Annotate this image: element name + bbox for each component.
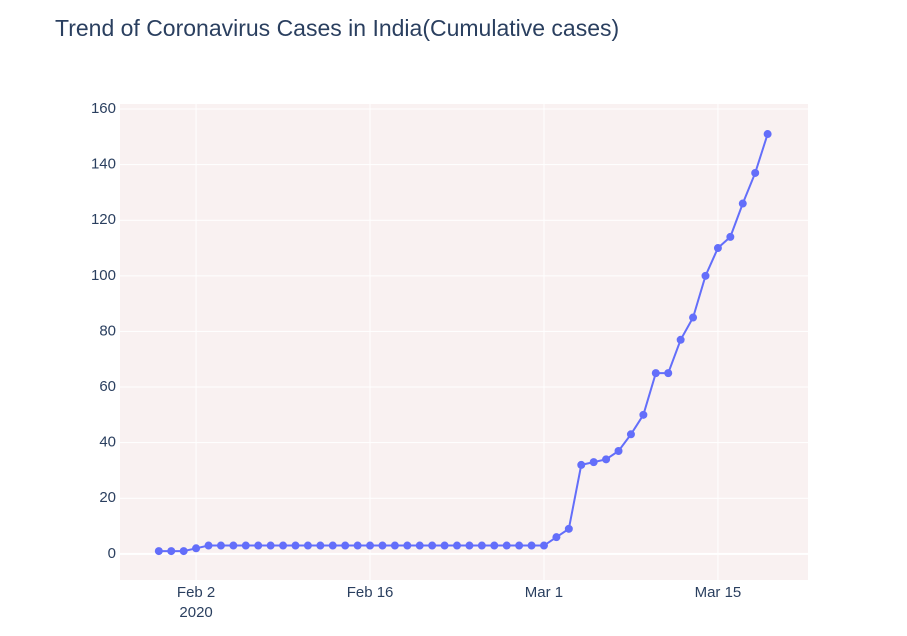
y-tick-label: 0 [108,545,116,562]
point [490,541,499,550]
point [303,541,312,550]
point [192,544,201,553]
point [415,541,424,550]
point [651,369,660,378]
point [515,541,524,550]
point [440,541,449,550]
point [291,541,300,550]
point [216,541,225,550]
point [154,547,163,556]
point [552,533,561,542]
point [453,541,462,550]
point [241,541,250,550]
point [676,335,685,344]
point [726,232,735,241]
point [763,130,772,139]
y-tick-label: 80 [99,322,116,339]
point [403,541,412,550]
point [341,541,350,550]
y-tick-label: 100 [91,267,116,284]
point [316,541,325,550]
point [701,271,710,280]
y-tick-label: 20 [99,489,116,506]
point [465,541,474,550]
point [689,313,698,322]
point [626,430,635,439]
point [751,168,760,177]
point [527,541,536,550]
y-tick-label: 40 [99,434,116,451]
point [539,541,548,550]
plot-area [120,104,808,580]
chart-title: Trend of Coronavirus Cases in India(Cumu… [55,15,619,41]
point [713,244,722,253]
point [328,541,337,550]
point [639,410,648,419]
point [564,524,573,533]
x-tick-label: 2020 [179,604,212,621]
point [266,541,275,550]
x-tick-label: Feb 2 [177,584,215,601]
point [428,541,437,550]
point [366,541,375,550]
point [477,541,486,550]
point [229,541,238,550]
x-tick-label: Mar 1 [525,584,563,601]
point [279,541,288,550]
point [378,541,387,550]
y-tick-label: 120 [91,211,116,228]
point [390,541,399,550]
point [614,446,623,455]
y-tick-label: 140 [91,156,116,173]
point [254,541,263,550]
point [204,541,213,550]
point [664,369,673,378]
point [602,455,611,464]
point [589,458,598,467]
point [577,460,586,469]
x-tick-label: Mar 15 [695,584,742,601]
point [179,547,188,556]
y-tick-label: 60 [99,378,116,395]
point [502,541,511,550]
x-tick-label: Feb 16 [347,584,394,601]
point [167,547,176,556]
y-tick-label: 160 [91,100,116,117]
point [738,199,747,208]
point [353,541,362,550]
